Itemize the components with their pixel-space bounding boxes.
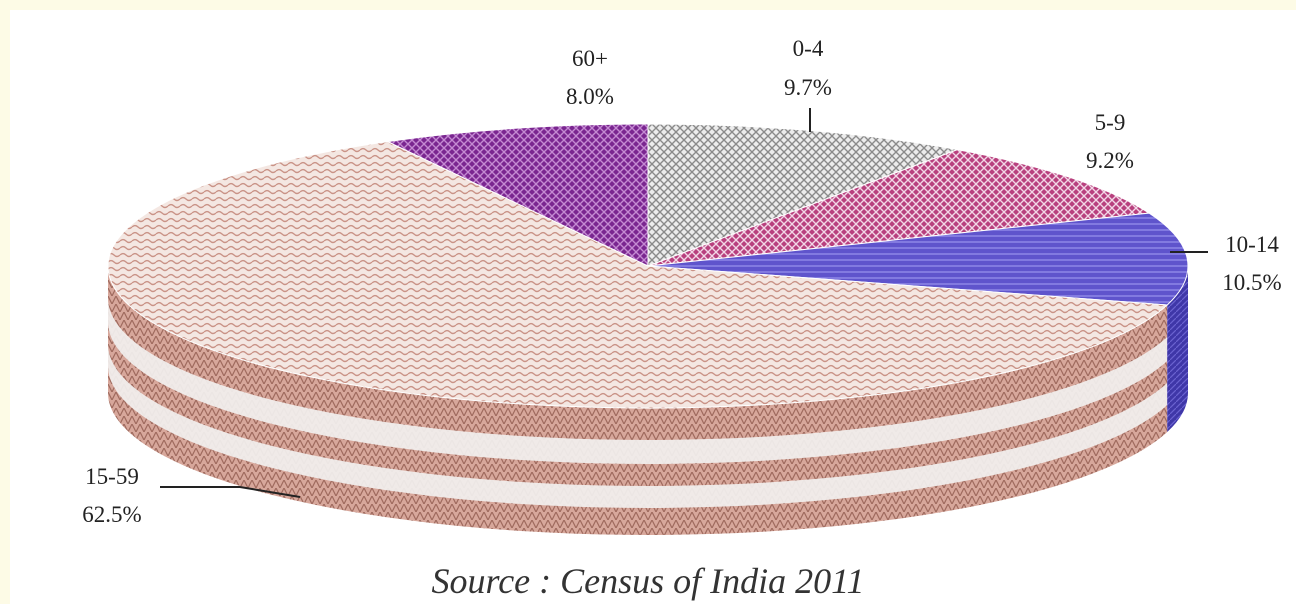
slice-value-60plus: 8.0% bbox=[566, 84, 614, 109]
slice-label-10-14: 10-14 bbox=[1225, 232, 1279, 257]
pie-slice-60plus bbox=[385, 123, 649, 267]
slice-value-10-14: 10.5% bbox=[1222, 270, 1281, 295]
slice-value-5-9: 9.2% bbox=[1086, 148, 1134, 173]
pie-slices bbox=[107, 123, 1189, 409]
pie-slice-5-9 bbox=[647, 149, 1151, 267]
side-band bbox=[108, 298, 1168, 464]
slice-label-0-4: 0-4 bbox=[793, 36, 824, 61]
pie-side bbox=[108, 266, 1188, 535]
pie-slice-15-59 bbox=[107, 141, 1169, 409]
pie-slice-10-14 bbox=[647, 212, 1189, 306]
slice-label-5-9: 5-9 bbox=[1095, 110, 1126, 135]
slice-label-15-59: 15-59 bbox=[85, 464, 139, 489]
leader-line-15-59 bbox=[160, 486, 301, 498]
slice-value-15-59: 62.5% bbox=[82, 502, 141, 527]
side-10-14 bbox=[1167, 266, 1188, 432]
slice-label-60plus: 60+ bbox=[572, 46, 608, 71]
source-caption: Source : Census of India 2011 bbox=[431, 561, 865, 601]
slice-value-0-4: 9.7% bbox=[784, 75, 832, 100]
side-band bbox=[108, 344, 1168, 508]
slice-labels: 60+ 8.0% 0-4 9.7% 5-9 9.2% 10-14 10.5% 1… bbox=[82, 36, 1281, 527]
leader-lines bbox=[160, 108, 1208, 498]
